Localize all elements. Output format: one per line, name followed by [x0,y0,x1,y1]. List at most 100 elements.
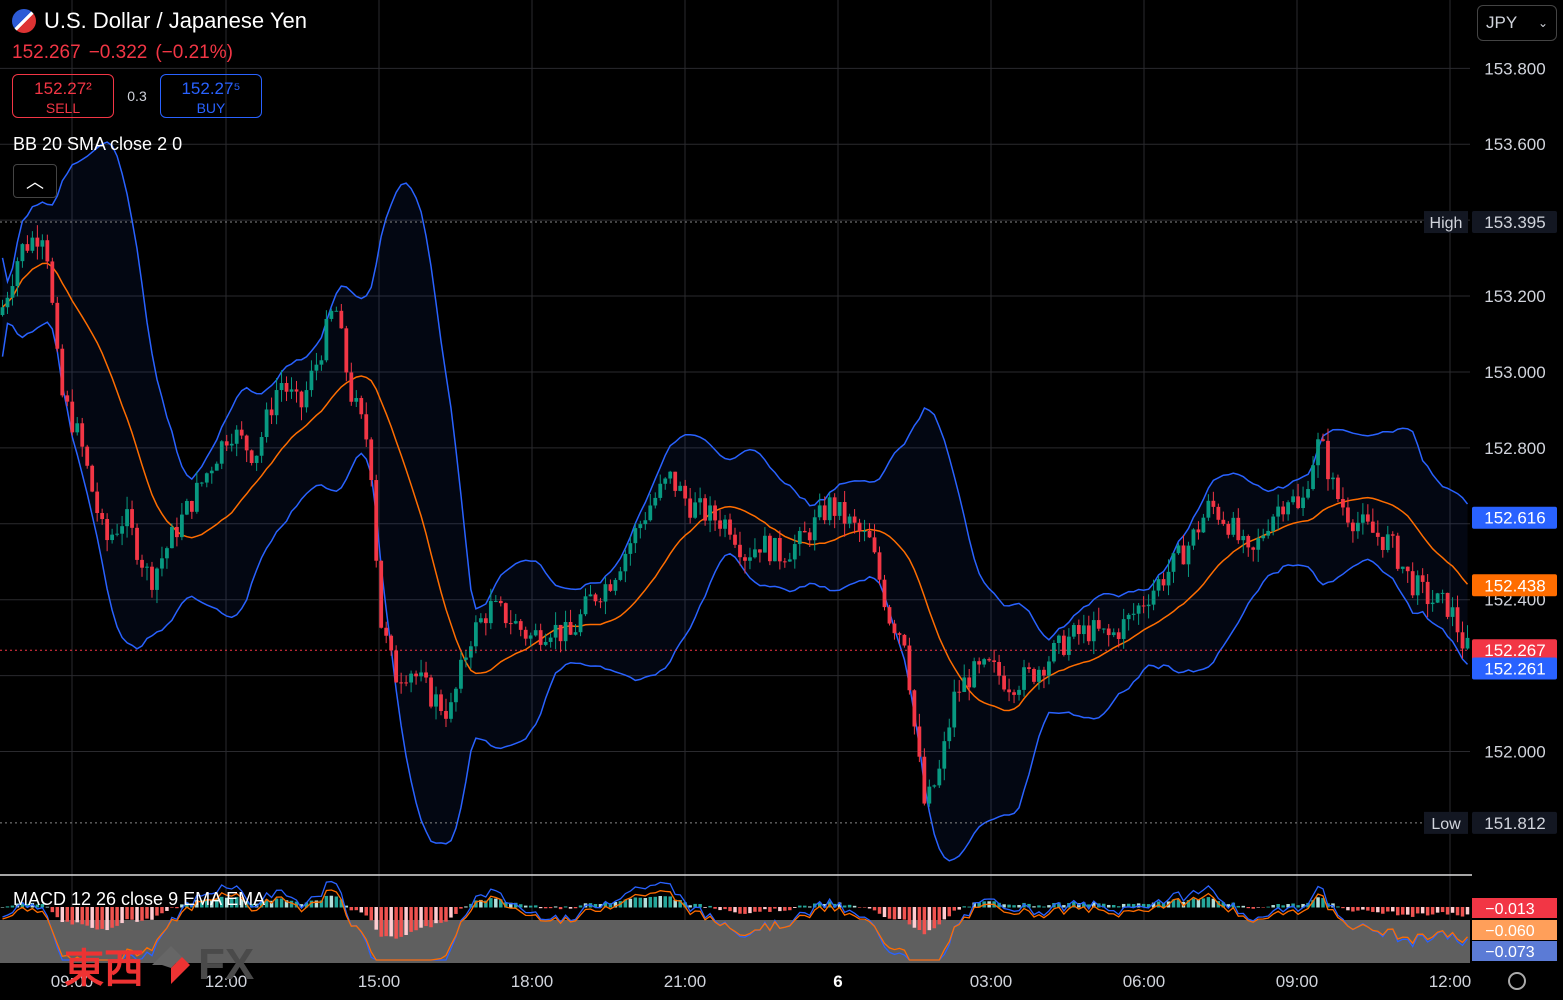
high-marker-box [1472,211,1557,234]
macd-histogram-bar [793,907,797,908]
macd-histogram-bar [1211,898,1216,908]
macd-histogram-bar [1221,902,1226,908]
currency-selector[interactable]: JPY ⌄ [1477,5,1557,41]
bb-upper-marker-value: 152.616 [1484,509,1545,528]
macd-histogram-bar [1356,907,1360,911]
macd-histogram-bar [693,903,697,908]
candle-body [454,688,458,703]
macd-histogram-bar [738,907,742,914]
macd-histogram-bar [518,904,523,908]
candle-body [892,623,897,634]
macd-histogram-bar [842,905,847,908]
candle-body [1390,534,1395,536]
macd-indicator-label[interactable]: MACD 12 26 close 9 EMA EMA [13,889,266,909]
candle-body [214,463,219,471]
macd-histogram-bar [872,907,877,911]
macd-histogram-bar [957,907,961,910]
candle-body [1440,592,1445,594]
candle-body [872,537,877,553]
macd-histogram-bar [817,902,822,908]
candle-body [199,482,204,484]
candle-body [1336,477,1340,500]
time-tick-label: 12:00 [1429,972,1472,991]
candle-body [1022,667,1026,690]
macd-histogram-bar [1415,907,1420,914]
candle-body [593,594,598,602]
sell-button[interactable]: 152.27² SELL [12,74,114,118]
macd-histogram-bar [70,907,74,925]
macd-histogram-bar [1361,907,1365,910]
bb-basis-marker-value: 152.438 [1484,576,1545,595]
macd-histogram-bar [499,899,503,908]
currency-value: JPY [1486,13,1518,32]
bollinger-bands [1,141,1469,862]
macd-histogram-bar [952,907,956,911]
candle-body [1445,592,1450,617]
candle-body [673,471,678,491]
settings-gear-icon[interactable] [1508,972,1526,990]
macd-histogram-bar [5,906,10,908]
candle-body [508,623,513,625]
macd-histogram-bar [1007,904,1011,908]
chart-grid [0,0,1563,963]
macd-histogram-bar [269,900,274,908]
macd-histogram-bar [553,906,558,908]
macd-histogram-bar [195,900,199,908]
macd-histogram-bar [593,903,598,908]
candle-body [409,673,413,683]
macd-histogram-bar [155,907,159,916]
macd-histogram-bar [145,907,149,919]
macd-histogram-bar [264,899,269,908]
buy-button[interactable]: 152.27⁵ BUY [160,74,262,118]
candle-body [289,389,294,392]
candle-body [60,348,65,396]
candle-body [75,423,80,433]
candle-body [1450,607,1455,617]
macd-histogram-bar [434,907,438,924]
candle-body [419,672,423,677]
candle-body [638,524,643,529]
macd-histogram-marker: −0.013 [1472,898,1557,918]
bb-indicator-label[interactable]: BB 20 SMA close 2 0 [13,134,183,154]
macd-histogram-bar [543,907,548,909]
candle-body [1111,632,1116,636]
macd-histogram-bar [718,907,722,911]
candle-body [1091,620,1096,642]
candle-body [135,527,139,560]
macd-histogram-bar [474,900,478,908]
macd-histogram-bar [90,907,94,928]
price-tick-label: 153.800 [1484,59,1545,78]
macd-histogram-bar [1316,897,1320,908]
candle-body [658,483,663,498]
macd-histogram-bar [185,902,189,908]
macd-histogram-bar [234,897,239,908]
macd-histogram-bar [832,903,837,908]
macd-histogram-bar [1241,905,1246,908]
macd-histogram-bar [603,902,608,908]
candle-body [623,553,628,572]
candle-body [772,537,777,562]
macd-histogram-bar [798,905,802,908]
macd-histogram-bar [837,902,842,908]
macd-histogram-bar [967,906,971,908]
collapse-indicators-button[interactable]: ︿ [13,164,57,198]
macd-histogram-bar [568,907,573,909]
high-marker-tag-bg [1424,211,1468,234]
macd-histogram-bar [40,903,45,908]
candle-body [912,690,917,727]
macd-histogram-bar [668,896,672,908]
macd-histogram-bar [733,907,737,913]
price-tick-label: 153.000 [1484,363,1545,382]
macd-histogram-bar [1186,900,1191,908]
candle-body [708,505,712,521]
candle-body [558,624,563,642]
candle-body [1171,553,1176,572]
candle-body [1186,545,1191,565]
candle-body [1341,499,1345,508]
macd-histogram-bar [1206,897,1211,908]
macd-histogram-bar [663,896,667,908]
candle-body [384,627,389,636]
candle-body [1400,566,1405,569]
macd-histogram-bar [1455,907,1460,916]
